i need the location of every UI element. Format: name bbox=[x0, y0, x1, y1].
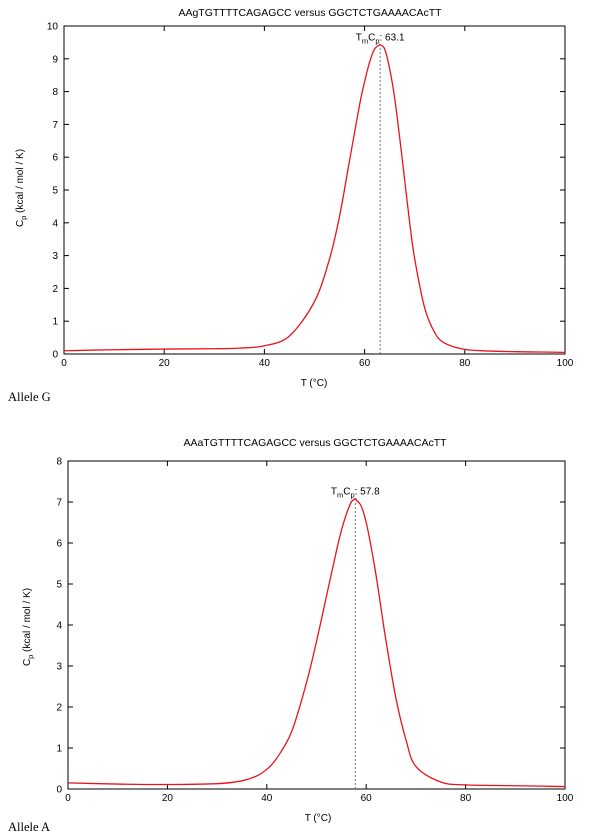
x-tick-label: 0 bbox=[65, 793, 71, 804]
x-tick-label: 20 bbox=[162, 793, 174, 804]
y-axis-label-main: C bbox=[22, 659, 33, 666]
y-axis-label-sub: p bbox=[26, 655, 35, 659]
x-tick-label: 60 bbox=[361, 793, 373, 804]
x-tick-label: 40 bbox=[261, 793, 273, 804]
y-tick-label: 2 bbox=[52, 284, 58, 295]
tm-annotation: TmCp: 63.1 bbox=[356, 33, 405, 46]
y-axis-label-rest: (kcal / mol / K) bbox=[22, 588, 33, 655]
svg-text:Cp (kcal / mol / K): Cp (kcal / mol / K) bbox=[15, 149, 28, 227]
cp-curve bbox=[63, 43, 566, 354]
tm-annotation: TmCp: 57.8 bbox=[331, 487, 380, 500]
y-tick-label: 6 bbox=[56, 539, 62, 550]
y-tick-label: 5 bbox=[52, 186, 58, 197]
y-tick-label: 3 bbox=[52, 251, 58, 262]
y-tick-label: 8 bbox=[56, 457, 62, 468]
x-tick-label: 100 bbox=[557, 358, 574, 369]
x-tick-label: 60 bbox=[359, 358, 371, 369]
x-tick-label: 40 bbox=[259, 358, 271, 369]
y-tick-label: 6 bbox=[52, 153, 58, 164]
y-tick-label: 3 bbox=[56, 662, 62, 673]
y-axis-label: Cp (kcal / mol / K) bbox=[22, 588, 35, 666]
plot-frame bbox=[67, 460, 566, 790]
y-tick-label: 0 bbox=[56, 785, 62, 796]
y-tick-label: 9 bbox=[52, 54, 58, 65]
y-axis-label-sub: p bbox=[19, 216, 28, 220]
y-tick-label: 2 bbox=[56, 703, 62, 714]
cp-curve bbox=[67, 497, 566, 788]
plot-area: 0 20 40 60 80 100 0 1 2 3 4 5 6 7 8 TmCp: 57.8 bbox=[56, 457, 573, 805]
x-tick-label: 80 bbox=[459, 358, 471, 369]
y-tick-label: 1 bbox=[52, 317, 58, 328]
x-tick-label: 80 bbox=[460, 793, 472, 804]
y-tick-label: 4 bbox=[56, 621, 62, 632]
x-tick-label: 0 bbox=[61, 358, 67, 369]
y-tick-label: 8 bbox=[52, 87, 58, 98]
y-axis-label-rest: (kcal / mol / K) bbox=[15, 149, 26, 216]
x-tick-label: 100 bbox=[557, 793, 574, 804]
chart-title: AAgTGTTTTCAGAGCC versus GGCTCTGAAAACAcTT bbox=[178, 7, 442, 19]
y-axis-label: Cp (kcal / mol / K) bbox=[15, 149, 28, 227]
y-tick-label: 7 bbox=[56, 498, 62, 509]
panel-allele-a: AAaTGTTTTCAGAGCC versus GGCTCTGAAAACAcTT… bbox=[8, 437, 574, 834]
y-tick-label: 5 bbox=[56, 580, 62, 591]
y-tick-label: 10 bbox=[47, 22, 59, 33]
panel-allele-g: AAgTGTTTTCAGAGCC versus GGCTCTGAAAACAcTT… bbox=[8, 7, 574, 404]
panel-label: Allele G bbox=[8, 390, 51, 404]
x-axis-label: T (°C) bbox=[305, 813, 332, 824]
y-tick-label: 1 bbox=[56, 744, 62, 755]
panel-label: Allele A bbox=[8, 820, 50, 834]
y-axis-label-main: C bbox=[15, 220, 26, 227]
x-tick-label: 20 bbox=[159, 358, 171, 369]
y-tick-label: 4 bbox=[52, 218, 58, 229]
chart-title: AAaTGTTTTCAGAGCC versus GGCTCTGAAAACAcTT bbox=[183, 437, 447, 449]
plot-area: 0 20 40 60 80 100 0 1 2 3 4 5 6 7 8 9 10 TmCp: 63.1 bbox=[47, 22, 574, 370]
x-axis-label: T (°C) bbox=[301, 378, 328, 389]
y-tick-label: 0 bbox=[52, 350, 58, 361]
plot-frame bbox=[63, 25, 566, 355]
y-tick-label: 7 bbox=[52, 120, 58, 131]
svg-text:Cp (kcal / mol / K): Cp (kcal / mol / K) bbox=[22, 588, 35, 666]
